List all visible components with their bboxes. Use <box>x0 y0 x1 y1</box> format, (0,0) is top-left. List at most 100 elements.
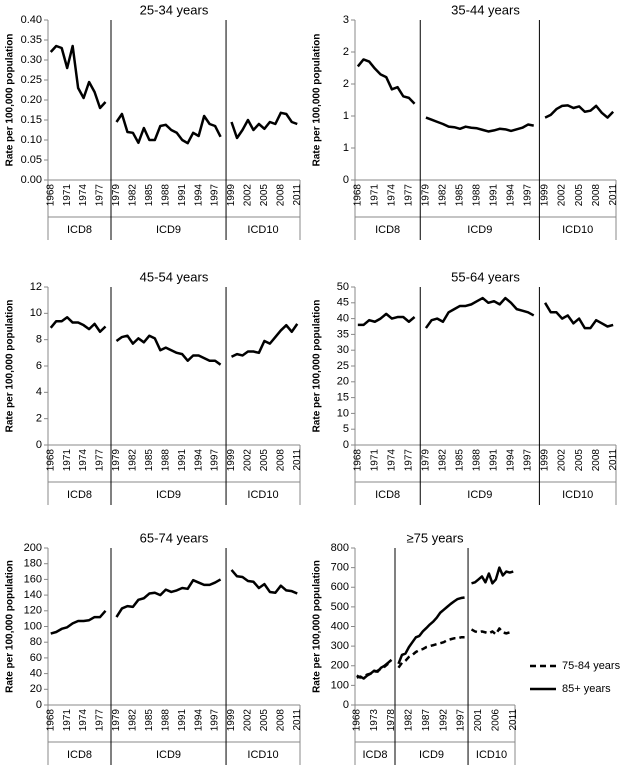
y-tick-label: 2 <box>343 46 349 58</box>
x-tick-label: 1994 <box>506 184 517 207</box>
x-tick-label: 1974 <box>78 709 89 732</box>
x-tick-label: 2011 <box>608 449 619 471</box>
x-tick-label: 1997 <box>523 449 534 472</box>
chart-title: 35-44 years <box>451 2 520 17</box>
chart-title: 45-54 years <box>140 269 209 284</box>
y-tick-label: 300 <box>331 640 349 652</box>
x-tick-label: 1991 <box>177 449 188 472</box>
x-tick-label: 2002 <box>243 184 254 207</box>
y-tick-label: 5 <box>343 423 349 435</box>
y-tick-label: 1 <box>343 142 349 154</box>
y-tick-label: 20 <box>30 683 42 695</box>
group-label: ICD10 <box>247 489 278 501</box>
y-tick-label: 0.05 <box>21 154 42 166</box>
x-tick-label: 1982 <box>438 184 449 207</box>
y-tick-label: 2 <box>343 78 349 90</box>
y-tick-label: 0 <box>343 439 349 451</box>
y-tick-label: 40 <box>30 668 42 680</box>
y-tick-label: 0 <box>343 174 349 186</box>
x-tick-label: 1982 <box>404 709 415 732</box>
x-tick-label: 1974 <box>387 184 398 207</box>
group-label: ICD8 <box>375 224 400 236</box>
x-tick-label: 2005 <box>574 449 585 472</box>
y-tick-label: 40 <box>337 313 349 325</box>
x-tick-label: 2011 <box>508 709 519 731</box>
x-tick-label: 1997 <box>210 449 221 472</box>
y-tick-label: 0.10 <box>21 134 42 146</box>
x-tick-label: 1988 <box>472 449 483 472</box>
group-label: ICD10 <box>247 749 278 761</box>
y-tick-label: 100 <box>24 620 42 632</box>
y-tick-label: 35 <box>337 328 349 340</box>
x-tick-label: 1971 <box>369 184 380 207</box>
x-tick-label: 1999 <box>226 709 237 732</box>
x-tick-label: 1968 <box>45 709 56 732</box>
x-tick-label: 1968 <box>351 709 362 732</box>
x-tick-label: 1971 <box>62 709 73 732</box>
y-axis-label: Rate per 100,000 population <box>5 560 16 693</box>
group-label: ICD8 <box>67 224 92 236</box>
y-tick-label: 200 <box>331 660 349 672</box>
x-tick-label: 1994 <box>193 449 204 472</box>
x-tick-label: 1988 <box>160 449 171 472</box>
y-tick-label: 700 <box>331 562 349 574</box>
x-tick-label: 2002 <box>557 449 568 472</box>
x-tick-label: 1997 <box>210 184 221 207</box>
y-tick-label: 80 <box>30 636 42 648</box>
x-tick-label: 1985 <box>144 184 155 207</box>
x-tick-label: 1979 <box>421 449 432 472</box>
x-tick-label: 1991 <box>489 184 500 207</box>
y-tick-label: 15 <box>337 392 349 404</box>
y-tick-label: 140 <box>24 589 42 601</box>
group-label: ICD9 <box>156 224 181 236</box>
group-label: ICD9 <box>419 749 444 761</box>
y-tick-label: 0.15 <box>21 114 42 126</box>
x-tick-label: 2005 <box>259 449 270 472</box>
x-tick-label: 1982 <box>128 184 139 207</box>
y-tick-label: 25 <box>337 360 349 372</box>
group-label: ICD8 <box>67 489 92 501</box>
y-tick-label: 45 <box>337 297 349 309</box>
group-label: ICD10 <box>562 224 593 236</box>
x-tick-label: 1999 <box>540 449 551 472</box>
x-tick-label: 1988 <box>160 709 171 732</box>
y-tick-label: 20 <box>337 376 349 388</box>
x-tick-label: 1979 <box>111 184 122 207</box>
y-tick-label: 3 <box>343 14 349 26</box>
y-tick-label: 8 <box>36 334 42 346</box>
x-tick-label: 1997 <box>210 709 221 732</box>
x-tick-label: 1978 <box>386 709 397 732</box>
x-tick-label: 1982 <box>438 449 449 472</box>
y-tick-label: 0.20 <box>21 94 42 106</box>
group-label: ICD8 <box>67 749 92 761</box>
y-tick-label: 800 <box>331 542 349 554</box>
y-tick-label: 160 <box>24 573 42 585</box>
y-tick-label: 12 <box>30 281 42 293</box>
x-tick-label: 1977 <box>404 449 415 472</box>
x-tick-label: 1977 <box>404 184 415 207</box>
x-tick-label: 1982 <box>128 449 139 472</box>
chart-title: 65-74 years <box>140 530 209 545</box>
x-tick-label: 2008 <box>591 449 602 472</box>
data-line <box>49 44 298 145</box>
y-tick-label: 60 <box>30 652 42 664</box>
y-tick-label: 0 <box>343 699 349 711</box>
chart-title: 25-34 years <box>140 2 209 17</box>
y-axis-label: Rate per 100,000 population <box>312 34 323 167</box>
data-line <box>49 316 299 366</box>
x-tick-label: 1988 <box>472 184 483 207</box>
group-label: ICD10 <box>247 224 278 236</box>
chart-title: 55-64 years <box>451 269 520 284</box>
y-tick-label: 10 <box>30 307 42 319</box>
x-tick-label: 1991 <box>177 184 188 207</box>
x-tick-label: 2002 <box>557 184 568 207</box>
y-axis-label: Rate per 100,000 population <box>312 560 323 693</box>
x-tick-label: 1994 <box>506 449 517 472</box>
x-tick-label: 2006 <box>491 709 502 732</box>
y-tick-label: 0.40 <box>21 14 42 26</box>
y-tick-label: 6 <box>36 360 42 372</box>
x-tick-label: 1982 <box>128 709 139 732</box>
x-tick-label: 1971 <box>62 184 73 207</box>
group-label: ICD8 <box>375 489 400 501</box>
